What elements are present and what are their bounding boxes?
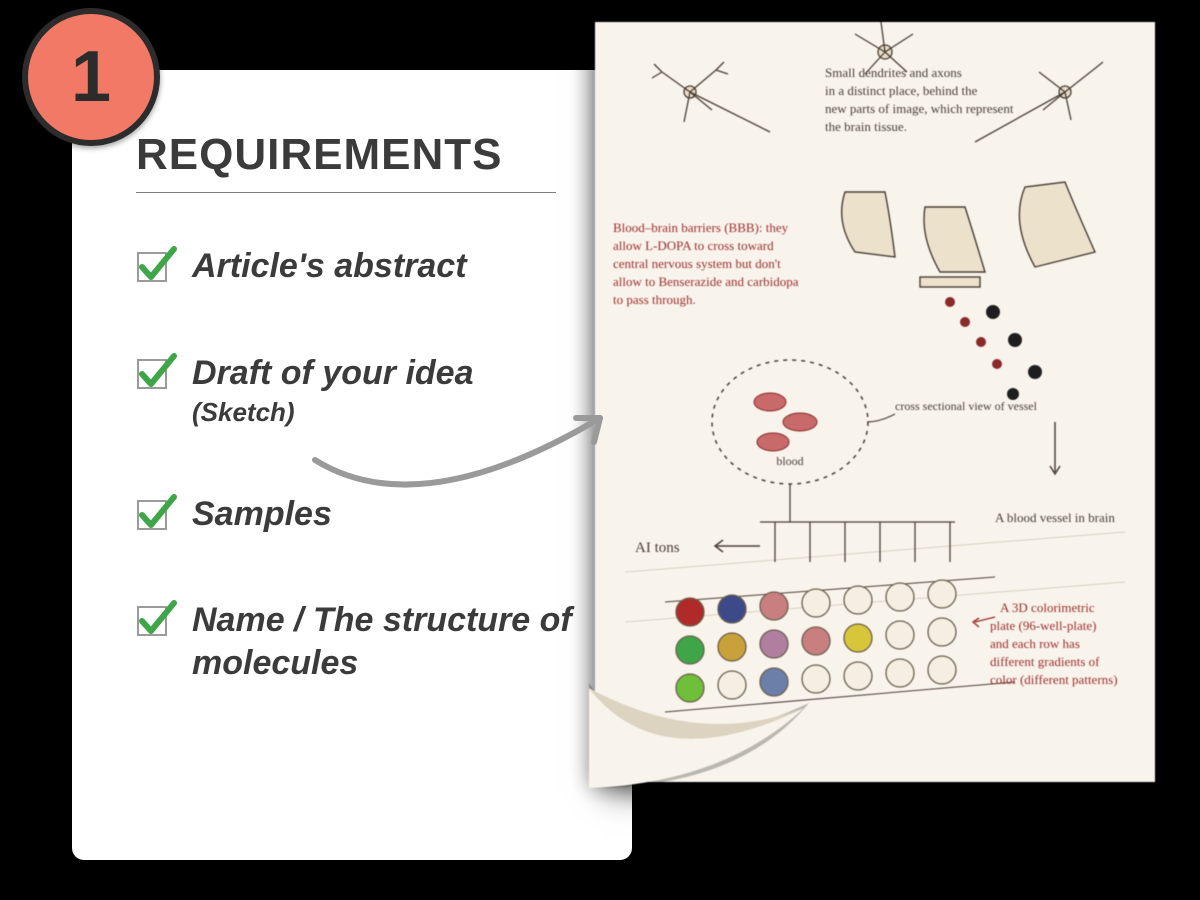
checkmark-icon <box>136 601 172 637</box>
sketch-drawing: Small dendrites and axons in a distinct … <box>595 22 1155 782</box>
check-item-samples: Samples <box>136 493 584 536</box>
checklist: Article's abstract Draft of your idea (S… <box>136 245 584 684</box>
check-label-sub: (Sketch) <box>192 396 473 429</box>
well <box>844 586 872 614</box>
vessel-arrow <box>1050 422 1060 474</box>
step-number: 1 <box>71 41 111 113</box>
svg-text:new parts of image, which repr: new parts of image, which represent <box>825 101 1014 116</box>
molecules-dots <box>945 297 1042 400</box>
svg-text:central nervous system but don: central nervous system but don't <box>613 256 781 271</box>
connection-lines <box>760 484 955 562</box>
step-badge: 1 <box>22 8 160 146</box>
well <box>844 662 872 690</box>
well <box>928 580 956 608</box>
well <box>760 592 788 620</box>
well <box>802 665 830 693</box>
svg-text:Blood–brain barriers (BBB): th: Blood–brain barriers (BBB): they <box>613 220 789 235</box>
svg-text:plate (96-well-plate): plate (96-well-plate) <box>990 618 1096 633</box>
well <box>676 636 704 664</box>
well <box>760 668 788 696</box>
receptor-shapes <box>842 182 1095 287</box>
requirements-card: REQUIREMENTS Article's abstract Draft of… <box>72 70 632 860</box>
svg-text:the brain tissue.: the brain tissue. <box>825 119 907 134</box>
cross-section-label: cross sectional view of vessel <box>895 399 1038 413</box>
well <box>928 618 956 646</box>
check-label: Name / The structure of molecules <box>192 599 584 684</box>
top-note: Small dendrites and axons in a distinct … <box>825 65 1014 134</box>
svg-text:allow L-DOPA to cross toward: allow L-DOPA to cross toward <box>613 238 774 253</box>
well <box>886 621 914 649</box>
check-label: Samples <box>192 493 332 536</box>
well <box>886 659 914 687</box>
well <box>718 595 746 623</box>
svg-text:color (different patterns): color (different patterns) <box>990 672 1118 687</box>
well <box>802 627 830 655</box>
bottom-red-note: A 3D colorimetric plate (96-well-plate) … <box>990 600 1118 687</box>
svg-text:Small dendrites and axons: Small dendrites and axons <box>825 65 962 80</box>
well <box>718 633 746 661</box>
card-title: REQUIREMENTS <box>136 130 584 180</box>
checkmark-icon <box>136 247 172 283</box>
check-label: Article's abstract <box>192 245 467 288</box>
well <box>844 624 872 652</box>
svg-text:allow to Benserazide and carbi: allow to Benserazide and carbidopa <box>613 274 799 289</box>
vessel-label: A blood vessel in brain <box>995 510 1115 525</box>
vessel-cross-section: blood <box>712 360 868 484</box>
well <box>886 583 914 611</box>
check-item-draft: Draft of your idea (Sketch) <box>136 352 584 429</box>
svg-text:A 3D colorimetric: A 3D colorimetric <box>1000 600 1095 615</box>
svg-text:blood: blood <box>776 454 803 468</box>
checkmark-icon <box>136 495 172 531</box>
well <box>760 630 788 658</box>
well <box>676 674 704 702</box>
ai-label: AI tons <box>635 540 680 556</box>
left-red-note: Blood–brain barriers (BBB): they allow L… <box>613 220 799 307</box>
card-rule <box>136 192 556 193</box>
well <box>676 598 704 626</box>
svg-text:different gradients of: different gradients of <box>990 654 1100 669</box>
well <box>718 671 746 699</box>
check-label: Draft of your idea (Sketch) <box>192 352 473 429</box>
check-item-molecules: Name / The structure of molecules <box>136 599 584 684</box>
check-item-abstract: Article's abstract <box>136 245 584 288</box>
well <box>802 589 830 617</box>
svg-text:and each row has: and each row has <box>990 636 1080 651</box>
well <box>928 656 956 684</box>
svg-text:to pass through.: to pass through. <box>613 292 696 307</box>
checkmark-icon <box>136 354 172 390</box>
check-label-main: Draft of your idea <box>192 354 473 392</box>
svg-text:in a distinct place, behind th: in a distinct place, behind the <box>825 83 978 98</box>
sketch-paper: Small dendrites and axons in a distinct … <box>595 22 1155 782</box>
